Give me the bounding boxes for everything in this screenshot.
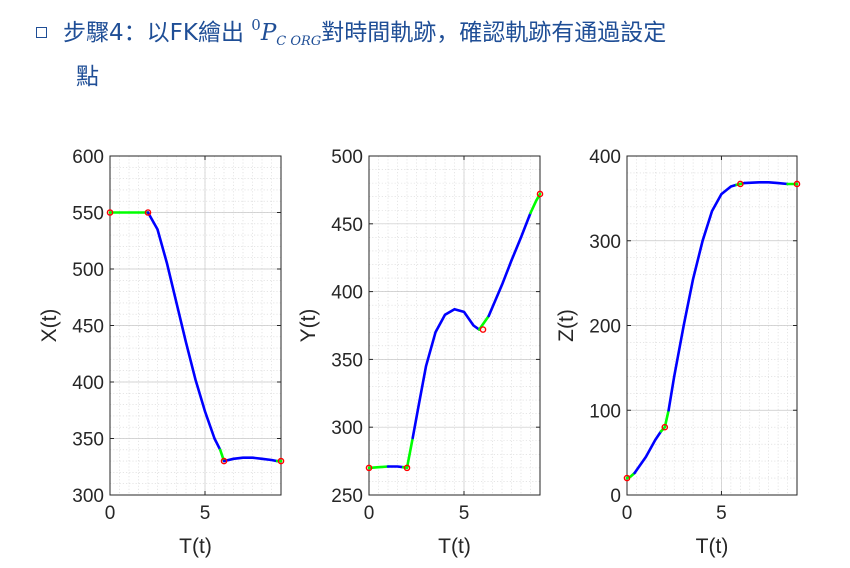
x-axis-label: T(t) [696, 535, 729, 558]
x-tick-label: 5 [200, 503, 211, 524]
y-tick-label: 300 [331, 418, 363, 439]
heading-line-1: 步驟4：以FK繪出 0PC ORG對時間軌跡，確認軌跡有通過設定 [36, 10, 666, 57]
plot-x: 300 350 400 450 500 550 600 0 5 T(t) X(t) [38, 147, 285, 558]
x-axis-label: T(t) [438, 535, 471, 558]
y-tick-label: 200 [589, 317, 621, 338]
y-tick-label: 400 [72, 373, 104, 394]
y-tick-label: 100 [589, 401, 621, 422]
via-point-marker [661, 423, 669, 431]
x-tick-label: 0 [364, 503, 375, 524]
y-tick-label: 450 [72, 317, 104, 338]
y-tick-label: 500 [331, 147, 363, 168]
blend-segment [625, 471, 636, 480]
via-point-marker [793, 180, 801, 188]
linear-segment [742, 181, 789, 186]
y-tick-label: 250 [331, 486, 363, 507]
via-point-marker [403, 464, 411, 472]
linear-segment [146, 211, 222, 452]
y-tick-label: 300 [589, 232, 621, 253]
linear-segment [386, 465, 405, 469]
y-tick-label: 400 [589, 147, 621, 168]
y-tick-label: 600 [72, 147, 104, 168]
via-point-marker [277, 457, 285, 465]
plot-z: 0 100 200 300 400 0 5 T(t) Z(t) [555, 147, 801, 558]
heading-line-2: 點 [76, 64, 99, 90]
math-superscript: 0 [251, 16, 261, 34]
y-tick-label: 350 [331, 350, 363, 371]
heading-prefix: 步驟4：以FK繪出 [63, 20, 244, 46]
x-tick-label: 5 [716, 503, 727, 524]
via-point-marker [536, 190, 544, 198]
y-tick-label: 450 [331, 215, 363, 236]
position-vector-symbol: 0PC ORG [251, 16, 322, 49]
y-axis-label: X(t) [38, 309, 61, 343]
y-tick-label: 350 [72, 430, 104, 451]
heading-suffix: 對時間軌跡，確認軌跡有通過設定 [321, 20, 667, 46]
plot-y: 250 300 350 400 450 500 0 5 T(t) Y(t) [297, 147, 544, 558]
y-axis-label: Y(t) [297, 309, 320, 343]
hollow-square-bullet-icon [36, 27, 47, 38]
math-base: P [260, 20, 277, 46]
y-tick-label: 400 [331, 283, 363, 304]
linear-segment [222, 456, 279, 463]
y-tick-label: 500 [72, 260, 104, 281]
linear-segment [667, 183, 738, 412]
blend-segment [659, 408, 670, 433]
y-tick-label: 0 [610, 486, 621, 507]
y-tick-label: 300 [72, 486, 104, 507]
via-point-marker [365, 464, 373, 472]
linear-segment [487, 211, 532, 318]
via-point-marker [479, 326, 487, 333]
via-point-marker [144, 209, 152, 216]
math-subscript: C ORG [276, 34, 322, 49]
via-point-marker [623, 474, 631, 482]
y-axis-label: Z(t) [555, 309, 578, 342]
x-axis-label: T(t) [179, 535, 212, 558]
linear-segment [633, 430, 663, 475]
y-tick-label: 550 [72, 204, 104, 225]
axes-box [368, 155, 541, 496]
x-tick-label: 5 [459, 503, 470, 524]
x-tick-label: 0 [622, 503, 633, 524]
linear-segment [411, 307, 481, 440]
via-point-marker [737, 180, 744, 188]
x-tick-label: 0 [105, 503, 116, 524]
via-point-marker [220, 457, 228, 465]
via-point-marker [106, 209, 114, 216]
